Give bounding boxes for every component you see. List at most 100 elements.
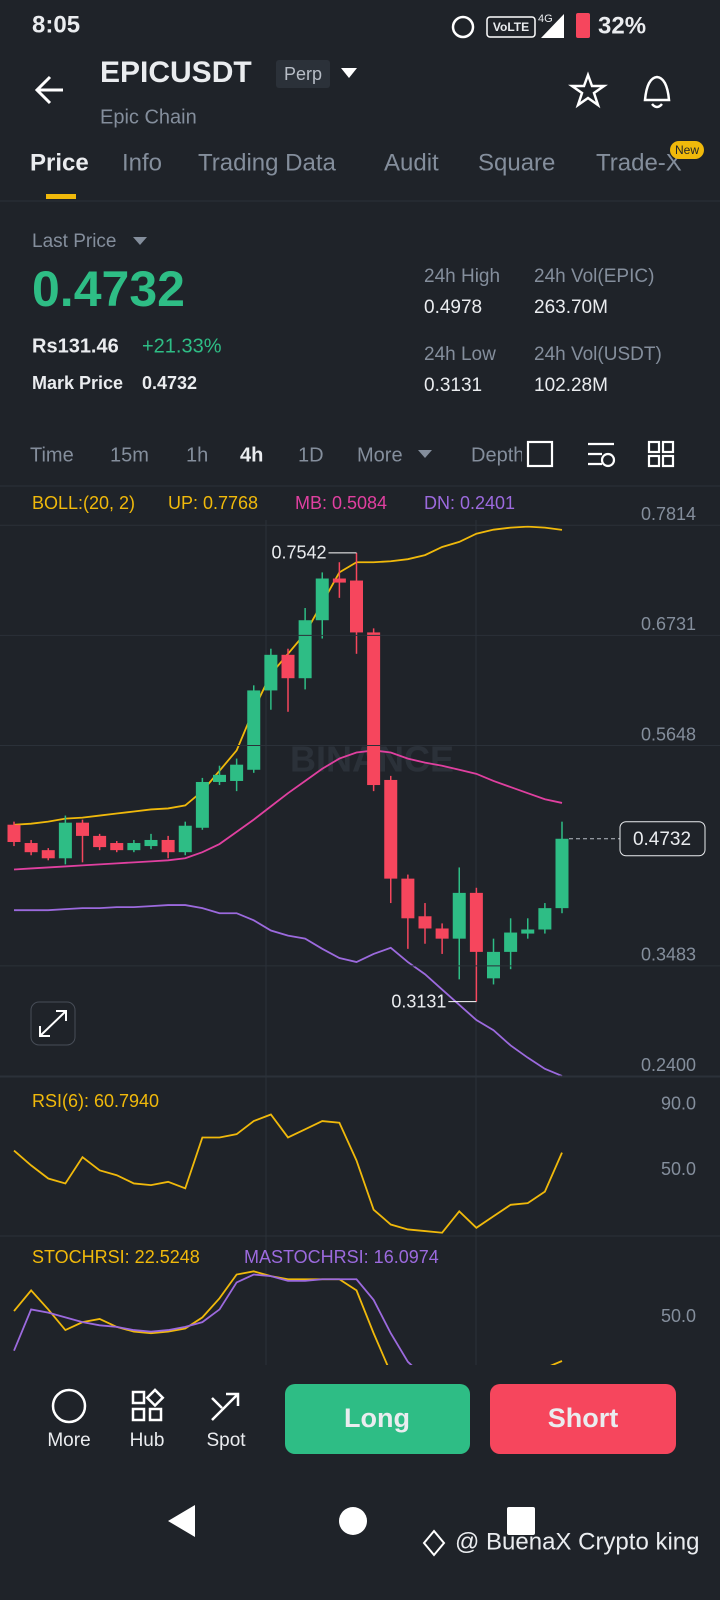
clock: 8:05 <box>32 11 80 38</box>
last-price-label: Last Price <box>32 231 116 252</box>
high-annotation: 0.7542 <box>271 543 326 563</box>
candle-body <box>76 822 89 836</box>
signal-icon <box>541 14 564 38</box>
plot-area <box>13 1113 563 1234</box>
alert-button[interactable] <box>643 75 671 109</box>
candle-body <box>213 774 226 782</box>
chart-pane: 90.0 50.0 RSI(6): 60.7940 <box>13 1091 696 1234</box>
long-button[interactable] <box>285 1384 470 1454</box>
badge-bg <box>276 60 330 88</box>
interval[interactable]: 15m <box>110 444 149 466</box>
chart-pane: BINANCE0.78140.67310.56480.34830.2400BOL… <box>0 493 720 1077</box>
candle-body <box>350 580 363 633</box>
indicator-line <box>13 1273 413 1365</box>
candle-body <box>110 843 124 851</box>
candle-body <box>24 843 38 853</box>
candle-body <box>538 908 552 930</box>
coin-name: Epic Chain <box>100 106 197 128</box>
sync-icon <box>451 15 475 39</box>
candle-body <box>195 781 209 828</box>
tool-icon[interactable] <box>588 442 614 466</box>
interval[interactable]: 1h <box>186 444 208 466</box>
candle-body <box>264 654 278 691</box>
candle-body <box>230 764 244 781</box>
tab[interactable]: Audit <box>384 149 439 176</box>
back-button[interactable] <box>34 75 63 105</box>
candle-body <box>435 928 449 939</box>
stat-value: 0.4978 <box>424 297 482 318</box>
plot-area <box>13 1270 563 1365</box>
candle-body <box>384 779 398 879</box>
credit: @ BuenaX Crypto king <box>455 1528 700 1555</box>
spot-icon[interactable] <box>211 1392 240 1421</box>
tab[interactable]: Square <box>478 149 555 176</box>
indicator-line <box>13 1113 563 1234</box>
candle-body <box>281 654 295 679</box>
short-button[interactable] <box>490 1384 676 1454</box>
candle-body <box>58 822 72 859</box>
interval[interactable]: Depth <box>471 444 524 466</box>
y-tick-label: 0.3483 <box>641 945 696 965</box>
nav-recents[interactable] <box>507 1507 535 1535</box>
stat-value: 0.3131 <box>424 375 482 396</box>
candle-body <box>504 932 518 952</box>
candle-body <box>161 839 175 853</box>
nav-back[interactable] <box>168 1505 195 1537</box>
volte: VoLTE <box>493 20 529 34</box>
mark-price-label: Mark Price <box>32 373 123 393</box>
tab[interactable]: Trade-X <box>596 149 682 176</box>
candle-body <box>178 825 192 853</box>
candle-body <box>418 916 432 929</box>
volte-box <box>486 16 536 38</box>
legend-entry: RSI(6): 60.7940 <box>32 1091 159 1111</box>
candle-body <box>555 838 569 909</box>
signal-type: 4G <box>538 13 553 25</box>
nav-item-label: Hub <box>130 1430 165 1451</box>
candle-body <box>469 892 483 952</box>
y-tick-label: 50.0 <box>661 1159 696 1179</box>
stat-label: 24h Low <box>424 344 496 365</box>
tool-icon[interactable] <box>647 440 661 454</box>
badge: Perp <box>284 64 322 84</box>
candle-body <box>144 839 158 847</box>
low-annotation: 0.3131 <box>391 991 446 1011</box>
nav-home[interactable] <box>339 1507 367 1535</box>
interval[interactable]: 1D <box>298 444 324 466</box>
legend-entry: MASTOCHRSI: 16.0974 <box>244 1247 439 1267</box>
last-price-tag: 0.4732 <box>633 829 691 850</box>
last-price: 0.4732 <box>32 261 185 317</box>
candle-body <box>247 690 261 770</box>
nav-item-label: Spot <box>206 1430 246 1451</box>
candle-body <box>315 578 329 621</box>
y-tick-label: 0.6731 <box>641 614 696 634</box>
hub-icon[interactable] <box>131 1388 165 1422</box>
interval[interactable]: 4h <box>240 444 263 466</box>
legend-entry: MB: 0.5084 <box>295 493 387 513</box>
fiat-price: Rs131.46 <box>32 335 119 357</box>
interval[interactable]: More <box>357 444 403 466</box>
short-label: Short <box>548 1403 619 1433</box>
stat-label: 24h Vol(USDT) <box>534 344 662 365</box>
candle-body <box>41 850 55 859</box>
more-icon[interactable] <box>51 1388 87 1424</box>
candle-body <box>93 835 107 848</box>
tab[interactable]: Price <box>30 149 89 176</box>
interval[interactable]: Time <box>30 444 74 466</box>
indicator-line <box>13 1270 563 1365</box>
favorite-button[interactable] <box>568 71 608 109</box>
symbol: EPICUSDT <box>100 56 252 89</box>
symbol-dropdown[interactable] <box>341 68 357 78</box>
price-dropdown[interactable] <box>133 237 147 245</box>
tab[interactable]: Info <box>122 149 162 176</box>
legend-entry: DN: 0.2401 <box>424 493 515 513</box>
tab[interactable]: Trading Data <box>198 149 337 176</box>
y-tick-label: 50.0 <box>661 1306 696 1326</box>
more-dropdown[interactable] <box>418 450 432 458</box>
stat-label: 24h Vol(EPIC) <box>534 266 654 287</box>
tool-icon[interactable] <box>526 440 554 468</box>
tool-icon[interactable] <box>600 452 616 468</box>
legend-entry: UP: 0.7768 <box>168 493 258 513</box>
